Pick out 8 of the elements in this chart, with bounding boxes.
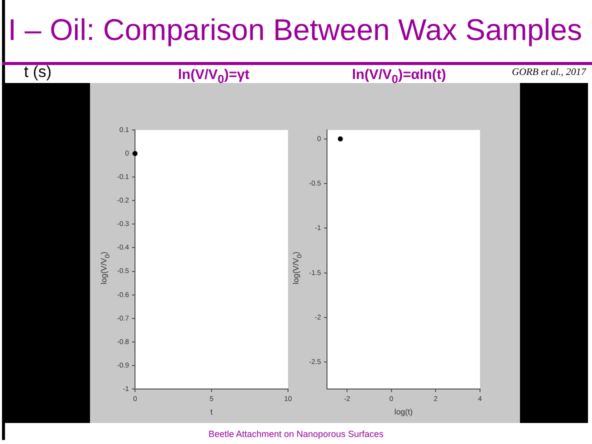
- x-axis-title: t: [210, 407, 214, 416]
- text: t (s): [24, 64, 52, 82]
- text: I – Oil: Comparison Between Wax Samples: [8, 14, 582, 48]
- x-axis-title: log(t): [394, 407, 413, 416]
- chart-title: ln(V/V$_{0}$)=αln(t): [352, 66, 446, 86]
- text: Beetle Attachment on Nanoporous Surfaces: [207, 429, 385, 439]
- chart-title: ln(V/V$_{0}$)=γt: [178, 66, 250, 86]
- text: GORB et al., 2017: [512, 67, 586, 78]
